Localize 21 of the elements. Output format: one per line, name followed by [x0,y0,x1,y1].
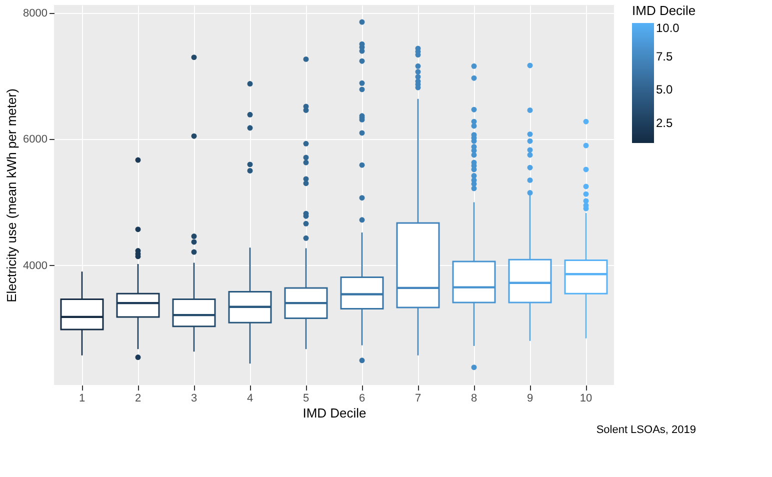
x-tick-label: 1 [78,392,86,404]
x-tick-label: 9 [526,392,534,404]
x-axis-title: IMD Decile [302,406,366,420]
color-bar-label: 2.5 [656,116,674,130]
x-tick-label: 3 [190,392,198,404]
x-tick-label: 10 [580,392,592,404]
y-axis-title: Electricity use (mean kWh per meter) [4,88,20,302]
x-tick-label: 4 [246,392,254,404]
color-bar-label: 5.0 [656,82,674,97]
x-tick-label: 2 [134,392,142,404]
y-tick-label: 6000 [23,134,48,146]
x-tick-label: 6 [358,392,366,404]
y-tick-label: 8000 [23,8,48,20]
y-tick-label: 4000 [23,260,48,272]
x-tick-label: 7 [414,392,422,404]
text: Solent LSOAs, 2019 [596,424,696,436]
color-bar-label: 10.0 [656,21,680,35]
color-bar-label: 7.5 [656,49,674,64]
x-tick-label: 8 [470,392,478,404]
color-bar-title: IMD Decile [632,3,696,18]
x-tick-label: 5 [302,392,310,404]
